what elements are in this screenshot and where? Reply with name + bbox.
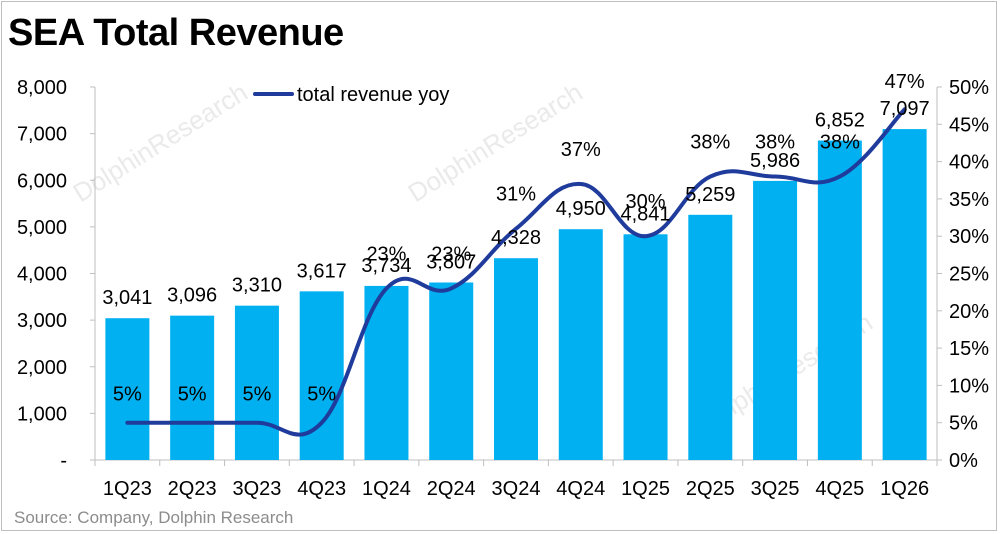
line-data-label: 23% <box>366 243 406 265</box>
y2-tick-label: 10% <box>949 375 989 397</box>
bar-data-label: 3,734 <box>361 255 411 277</box>
line-data-label: 37% <box>561 139 601 161</box>
line-data-label: 5% <box>307 384 336 406</box>
bar <box>105 318 150 460</box>
yoy-line <box>125 107 907 437</box>
x-tick-label: 1Q24 <box>362 478 411 500</box>
y2-tick-label: 25% <box>949 264 989 286</box>
x-tick-label: 3Q25 <box>751 478 800 500</box>
y-tick-label: 4,000 <box>17 264 67 286</box>
line-data-label: 38% <box>690 132 730 154</box>
bar <box>623 234 668 460</box>
x-tick-label: 3Q23 <box>232 478 281 500</box>
line-data-label: 5% <box>242 384 271 406</box>
line-data-label: 38% <box>820 132 860 154</box>
bar-data-label: 5,986 <box>750 150 800 172</box>
y2-tick-label: 35% <box>949 189 989 211</box>
bar-data-label: 3,807 <box>426 251 476 273</box>
bar-data-label: 4,328 <box>491 227 541 249</box>
bar-data-label: 3,310 <box>232 275 282 297</box>
y2-tick-label: 45% <box>949 114 989 136</box>
x-tick-label: 1Q26 <box>880 478 929 500</box>
y-tick-label: 7,000 <box>17 124 67 146</box>
y-tick-label: 5,000 <box>17 217 67 239</box>
x-tick-label: 4Q23 <box>297 478 346 500</box>
bar-data-label: 4,950 <box>556 198 606 220</box>
line-data-label: 47% <box>885 71 925 93</box>
bar-data-label: 3,617 <box>297 260 347 282</box>
x-tick-label: 1Q25 <box>621 478 670 500</box>
y-tick-label: 3,000 <box>17 310 67 332</box>
y-tick-label: 8,000 <box>17 77 67 99</box>
chart-title: SEA Total Revenue <box>8 12 344 54</box>
x-tick-label: 2Q24 <box>427 478 476 500</box>
line-data-label: 38% <box>755 132 795 154</box>
x-tick-label: 4Q24 <box>556 478 605 500</box>
line-data-label: 5% <box>178 384 207 406</box>
bar <box>494 258 538 460</box>
y-tick-label: 1,000 <box>17 403 67 425</box>
line-data-label: 5% <box>113 384 142 406</box>
y2-tick-label: 5% <box>949 413 978 435</box>
bar <box>882 129 927 461</box>
y-tick-label: - <box>60 450 67 472</box>
x-tick-label: 2Q25 <box>686 478 735 500</box>
bar <box>234 305 279 460</box>
x-tick-label: 4Q25 <box>815 478 864 500</box>
y2-tick-label: 20% <box>949 301 989 323</box>
bar <box>429 282 474 460</box>
y2-tick-label: 50% <box>949 77 989 99</box>
bar-data-label: 3,041 <box>102 287 152 309</box>
line-data-label: 31% <box>496 184 536 206</box>
line-data-label: 30% <box>626 191 666 213</box>
bar <box>558 229 603 460</box>
y2-tick-label: 30% <box>949 226 989 248</box>
bar-data-label: 7,097 <box>880 98 930 120</box>
line-data-label: 23% <box>431 243 471 265</box>
bar-data-label: 3,096 <box>167 285 217 307</box>
bar-data-label: 5,259 <box>685 184 735 206</box>
x-tick-label: 2Q23 <box>168 478 217 500</box>
y2-tick-label: 15% <box>949 338 989 360</box>
bar <box>170 315 215 460</box>
legend-label: total revenue yoy <box>297 84 449 106</box>
source-note: Source: Company, Dolphin Research <box>14 508 294 527</box>
bar-data-label: 4,841 <box>621 203 671 225</box>
y-tick-label: 2,000 <box>17 357 67 379</box>
bar <box>688 214 733 460</box>
y2-tick-label: 0% <box>949 450 978 472</box>
x-tick-label: 1Q23 <box>103 478 152 500</box>
y-tick-label: 6,000 <box>17 170 67 192</box>
x-tick-label: 3Q24 <box>492 478 541 500</box>
bar-data-label: 6,852 <box>815 110 865 132</box>
bar <box>817 140 862 460</box>
bar <box>753 180 798 460</box>
y2-tick-label: 40% <box>949 152 989 174</box>
